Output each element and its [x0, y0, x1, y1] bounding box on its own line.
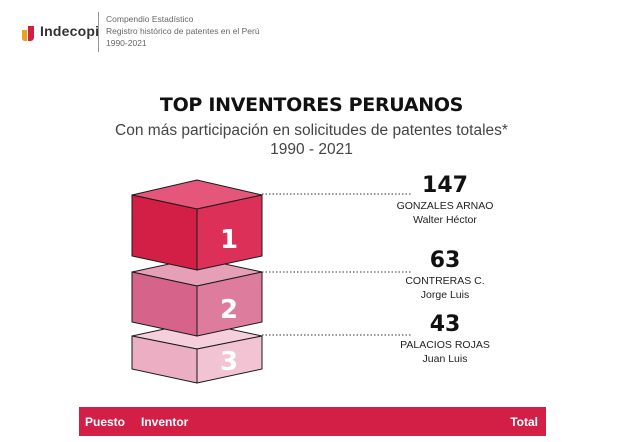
cube-2-label: 2 [220, 295, 238, 325]
column-header-total: Total [510, 415, 538, 429]
page-title: TOP INVENTORES PERUANOS [159, 94, 464, 116]
subtitle-line-1: Con más participación en solicitudes de … [115, 122, 508, 139]
inventor-2-line-1: CONTRERAS C. [405, 275, 485, 287]
cube-1-label: 1 [220, 225, 238, 255]
cube-rank-1: 1 [131, 179, 263, 271]
ranking-cubes: 3 2 1 [131, 179, 412, 384]
cube-3-label: 3 [220, 347, 238, 377]
logo-text: Indecopi [40, 23, 100, 39]
stat-rank-3: 43 PALACIOS ROJAS Juan Luis [385, 312, 505, 366]
inventor-3-line-2: Juan Luis [422, 353, 468, 365]
total-rank-3: 43 [429, 312, 461, 337]
meta-line-3: 1990-2021 [106, 38, 147, 48]
ranking-table-header: Puesto Inventor Total [79, 407, 546, 436]
inventor-3-line-1: PALACIOS ROJAS [400, 339, 490, 351]
header-divider [98, 12, 99, 52]
cube-rank-2: 2 [131, 257, 263, 337]
inventor-1-line-2: Walter Héctor [413, 214, 477, 226]
meta-line-1: Compendio Estadístico [106, 14, 194, 24]
indecopi-logo-icon [22, 26, 34, 41]
column-header-puesto: Puesto [85, 415, 126, 429]
total-rank-2: 63 [429, 248, 461, 273]
stat-rank-2: 63 CONTRERAS C. Jorge Luis [385, 248, 505, 302]
column-header-inventor: Inventor [141, 415, 189, 429]
inventor-2-line-2: Jorge Luis [420, 289, 470, 301]
meta-line-2: Registro histórico de patentes en el Per… [106, 26, 260, 36]
total-rank-1: 147 [422, 173, 468, 198]
header-meta: Compendio Estadístico Registro histórico… [106, 13, 260, 49]
page-subtitle: Con más participación en solicitudes de … [0, 121, 623, 159]
stat-rank-1: 147 GONZALES ARNAO Walter Héctor [385, 173, 505, 227]
inventor-1-line-1: GONZALES ARNAO [396, 200, 494, 212]
subtitle-line-2: 1990 - 2021 [270, 141, 353, 158]
